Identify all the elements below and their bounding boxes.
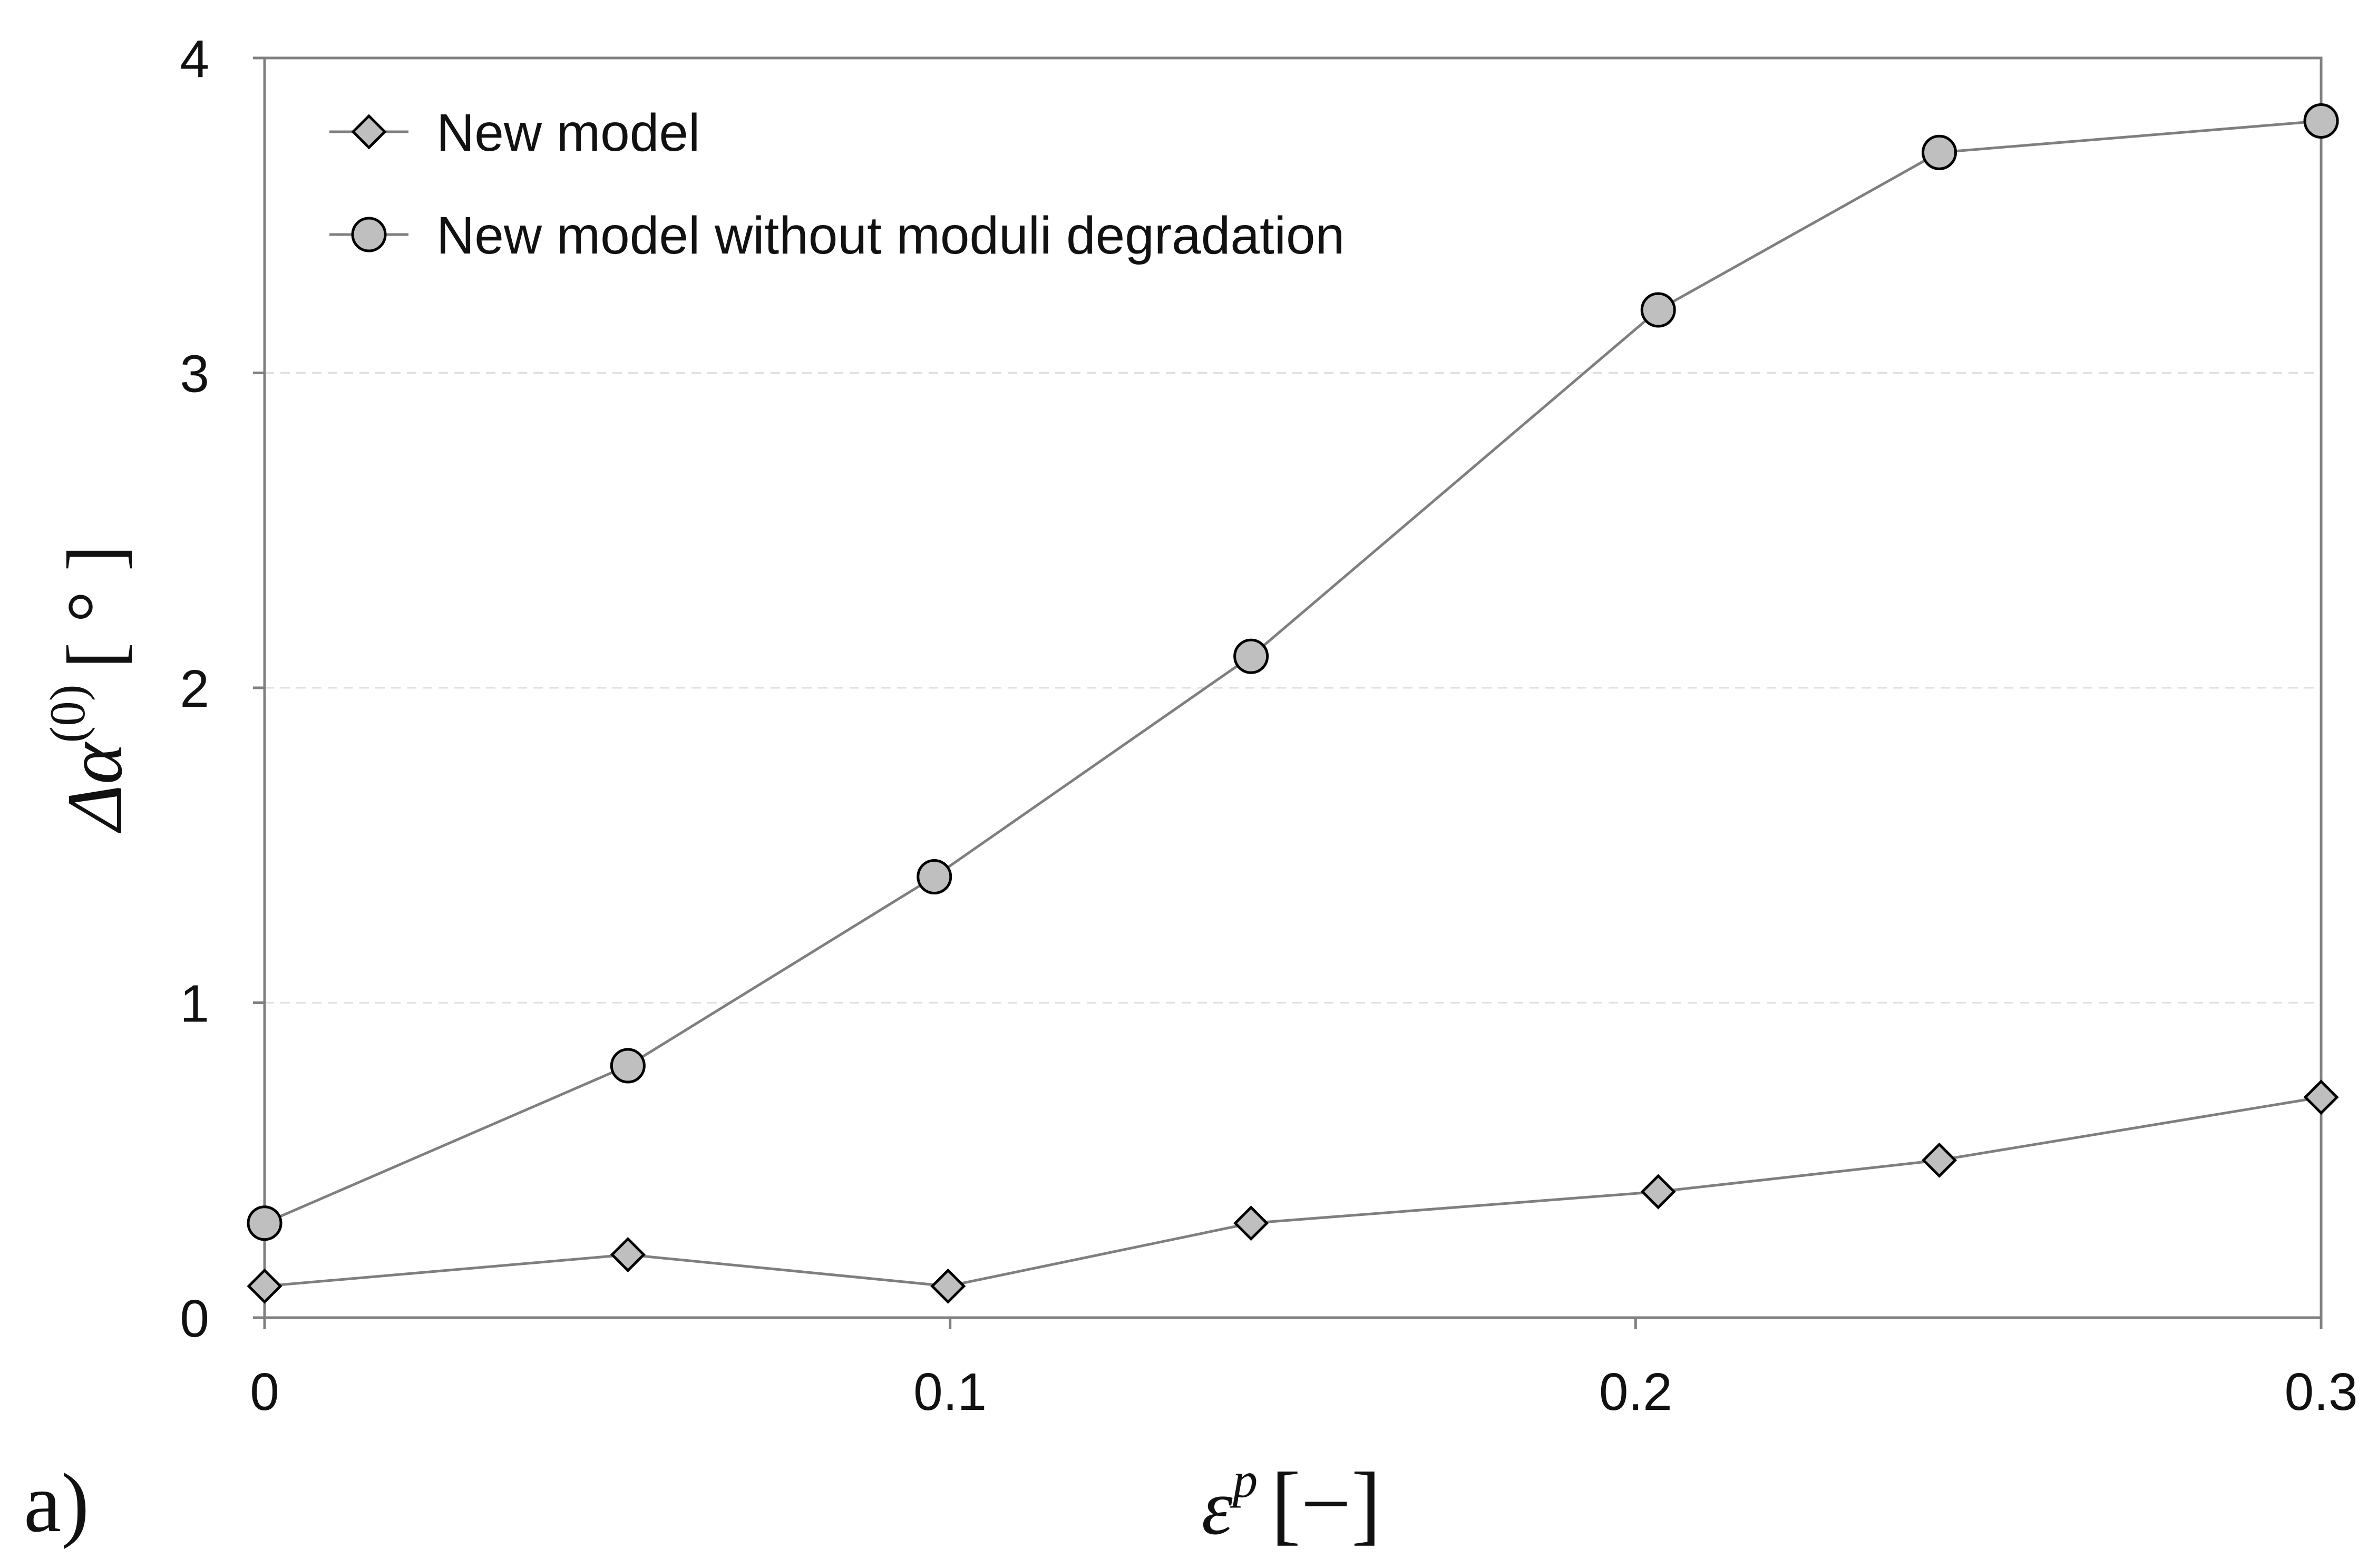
legend-item: New model: [329, 103, 700, 162]
x-axis-label: εp [−]: [1202, 1452, 1381, 1553]
series-line: [264, 1096, 2322, 1288]
series-new-model: [247, 1079, 2339, 1304]
data-point: [2303, 103, 2339, 139]
x-axis-label-symbol: ε: [1202, 1464, 1233, 1551]
y-axis-label: Δα(0) [ ° ]: [40, 545, 139, 833]
x-tick-label: 0.1: [913, 1362, 987, 1421]
legend-label: New model: [436, 103, 700, 162]
legend: New model New model without moduli degrad…: [329, 103, 1345, 265]
data-point: [1640, 1174, 1676, 1210]
y-axis-ticks: 0 1 2 3 4: [180, 30, 265, 1348]
data-point: [1640, 292, 1676, 328]
data-point: [2303, 1079, 2339, 1115]
y-tick-label: 3: [180, 345, 209, 404]
data-point: [1921, 1142, 1957, 1178]
data-point: [1233, 1205, 1269, 1241]
x-axis-label-unit: [−]: [1271, 1454, 1381, 1553]
y-tick-label: 0: [180, 1289, 209, 1348]
legend-marker: [351, 114, 387, 150]
series-without-degradation: [247, 103, 2339, 1241]
legend-marker: [351, 217, 387, 252]
x-axis-ticks: 0 0.1 0.2 0.3: [250, 1318, 2358, 1421]
grid-lines: [265, 372, 2321, 1004]
legend-label: New model without moduli degradation: [436, 206, 1345, 265]
data-point: [247, 1205, 282, 1241]
legend-item: New model without moduli degradation: [329, 206, 1345, 265]
data-point: [930, 1268, 966, 1304]
data-point: [610, 1236, 646, 1273]
data-point: [247, 1268, 282, 1304]
y-tick-label: 1: [180, 975, 209, 1034]
data-point: [1922, 134, 1957, 170]
y-tick-label: 4: [180, 30, 209, 89]
x-axis-label-superscript: p: [1230, 1452, 1258, 1508]
data-point: [1233, 638, 1269, 674]
y-axis-label-superscript: (0): [40, 685, 95, 743]
x-tick-label: 0.3: [2284, 1362, 2357, 1421]
y-axis-label-symbol: Δα: [51, 741, 139, 833]
series-line: [264, 120, 2322, 1225]
x-tick-label: 0.2: [1599, 1362, 1672, 1421]
data-point: [610, 1048, 646, 1084]
data-point: [917, 859, 952, 894]
series-layer: [247, 103, 2339, 1304]
panel-label: a): [24, 1456, 89, 1550]
y-tick-label: 2: [180, 659, 209, 718]
y-axis-label-unit: [ ° ]: [51, 545, 139, 669]
x-tick-label: 0: [250, 1362, 279, 1421]
